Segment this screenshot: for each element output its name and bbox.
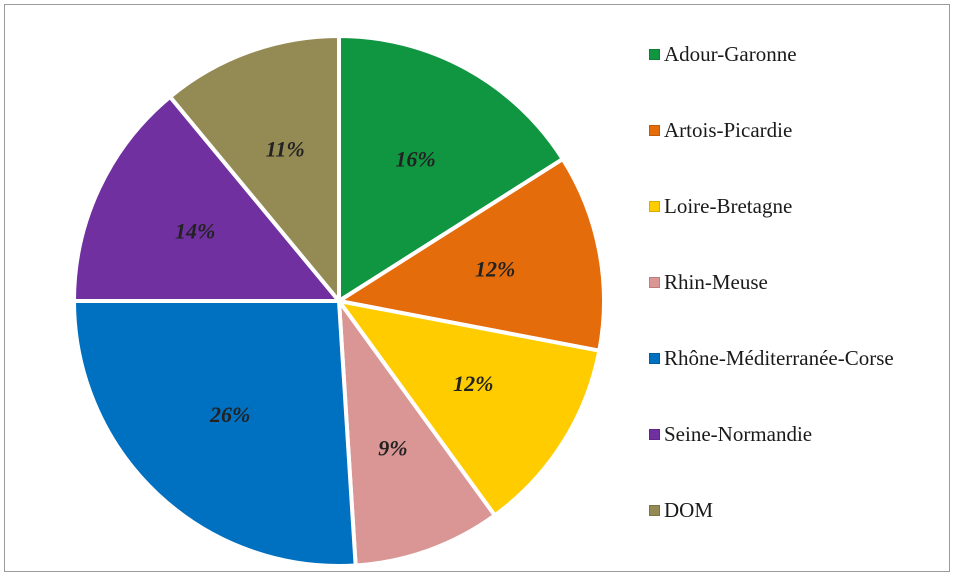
pie-slice-artois-picardie	[337, 157, 606, 353]
data-label: 11%	[266, 136, 305, 161]
legend-item-artois-picardie: Artois-Picardie	[649, 117, 894, 143]
pie-slice-adour-garonne	[337, 34, 565, 303]
legend-swatch	[649, 277, 660, 288]
legend-item-dom: DOM	[649, 497, 894, 523]
data-label: 14%	[175, 218, 215, 243]
legend-label: Artois-Picardie	[664, 118, 793, 142]
legend-swatch	[649, 353, 660, 364]
data-label: 12%	[475, 256, 515, 281]
pie-slice-rh-ne-m-diterran-e-corse	[72, 299, 358, 568]
legend-swatch	[649, 49, 660, 60]
legend-swatch	[649, 505, 660, 516]
data-label: 16%	[395, 147, 435, 172]
pie-slice-loire-bretagne	[337, 299, 602, 518]
legend-swatch	[649, 429, 660, 440]
pie-slices	[72, 34, 606, 568]
pie-slice-dom	[168, 34, 341, 303]
legend-label: Adour-Garonne	[664, 42, 797, 66]
legend-label: Seine-Normandie	[664, 422, 813, 446]
legend-item-rhone-mediterranee-corse: Rhône-Méditerranée-Corse	[649, 345, 894, 371]
pie-data-labels: 16% 12% 12% 9% 26% 14% 11%	[175, 136, 515, 460]
chart-frame: 16% 12% 12% 9% 26% 14% 11% Adour-Garonne Artoi…	[4, 4, 950, 572]
legend-swatch	[649, 125, 660, 136]
pie-chart: 16% 12% 12% 9% 26% 14% 11%	[72, 34, 606, 568]
legend-item-loire-bretagne: Loire-Bretagne	[649, 193, 894, 219]
pie-slice-rhin-meuse	[337, 299, 497, 568]
legend-swatch	[649, 201, 660, 212]
legend-label: Rhône-Méditerranée-Corse	[664, 346, 894, 370]
pie-slice-seine-normandie	[72, 94, 341, 303]
legend-label: Rhin-Meuse	[664, 270, 768, 294]
data-label: 12%	[453, 371, 493, 396]
legend-item-seine-normandie: Seine-Normandie	[649, 421, 894, 447]
legend-label: Loire-Bretagne	[664, 194, 793, 218]
legend-item-rhin-meuse: Rhin-Meuse	[649, 269, 894, 295]
data-label: 26%	[209, 402, 250, 427]
legend-label: DOM	[664, 498, 714, 522]
data-label: 9%	[378, 436, 407, 461]
legend-item-adour-garonne: Adour-Garonne	[649, 41, 894, 67]
